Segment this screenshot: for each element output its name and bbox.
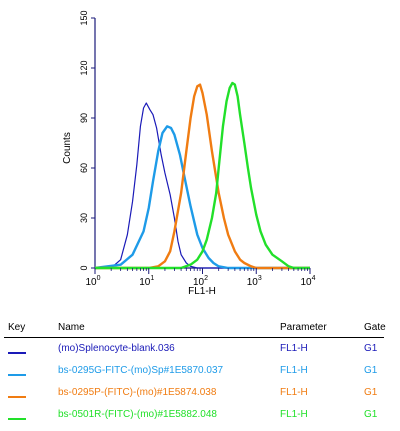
legend-gate: G1 — [364, 343, 378, 354]
legend-row: (mo)Splenocyte-blank.036 FL1-H G1 — [0, 340, 400, 362]
legend-table: Key Name Parameter Gate (mo)Splenocyte-b… — [0, 318, 400, 431]
histogram-chart: 100 101 102 103 104 0 30 60 90 120 150 FL1-H Coun… — [62, 10, 316, 297]
x-tick-label: 100 — [85, 275, 100, 288]
series-line-2 — [94, 125, 310, 270]
legend-swatch — [8, 374, 26, 376]
legend-header-gate: Gate — [364, 322, 386, 333]
y-tick-label: 0 — [79, 265, 89, 270]
legend-swatch — [8, 396, 26, 398]
legend-row: bs-0501R-(FITC)-(mo)#1E5882.048 FL1-H G1 — [0, 406, 400, 428]
x-tick-label: 104 — [300, 275, 315, 288]
legend-name: bs-0295G-FITC-(mo)Sp#1E5870.037 — [58, 365, 224, 376]
series-line-1 — [95, 102, 310, 269]
legend-name: (mo)Splenocyte-blank.036 — [58, 343, 175, 354]
plot-frame — [94, 18, 310, 269]
legend-name: bs-0501R-(FITC)-(mo)#1E5882.048 — [58, 409, 217, 420]
legend-swatch — [8, 418, 26, 420]
y-axis-label: Counts — [62, 132, 73, 164]
legend-header: Key Name Parameter Gate — [0, 318, 400, 336]
series-layer — [94, 81, 310, 270]
x-axis-label: FL1-H — [188, 286, 216, 297]
legend-row: bs-0295P-(FITC)-(mo)#1E5874.038 FL1-H G1 — [0, 384, 400, 406]
series-line-3 — [95, 83, 310, 270]
legend-gate: G1 — [364, 409, 378, 420]
legend-divider — [4, 337, 384, 338]
series-line-4 — [95, 81, 310, 270]
y-tick-label: 30 — [79, 213, 89, 223]
legend-row: bs-0295G-FITC-(mo)Sp#1E5870.037 FL1-H G1 — [0, 362, 400, 384]
y-axis: 0 30 60 90 120 150 — [79, 10, 95, 271]
x-tick-label: 103 — [247, 275, 262, 288]
x-tick-label: 102 — [193, 275, 208, 288]
legend-header-key: Key — [8, 322, 26, 333]
legend-parameter: FL1-H — [280, 387, 308, 398]
y-tick-label: 150 — [79, 10, 89, 25]
x-tick-label: 101 — [139, 275, 154, 288]
legend-name: bs-0295P-(FITC)-(mo)#1E5874.038 — [58, 387, 217, 398]
legend-swatch — [8, 352, 26, 354]
legend-parameter: FL1-H — [280, 409, 308, 420]
y-tick-label: 90 — [79, 113, 89, 123]
legend-header-name: Name — [58, 322, 85, 333]
legend-parameter: FL1-H — [280, 343, 308, 354]
legend-header-parameter: Parameter — [280, 322, 327, 333]
y-tick-label: 60 — [79, 163, 89, 173]
legend-parameter: FL1-H — [280, 365, 308, 376]
legend-gate: G1 — [364, 387, 378, 398]
legend-gate: G1 — [364, 365, 378, 376]
x-axis: 100 101 102 103 104 — [85, 268, 316, 288]
y-tick-label: 120 — [79, 60, 89, 75]
